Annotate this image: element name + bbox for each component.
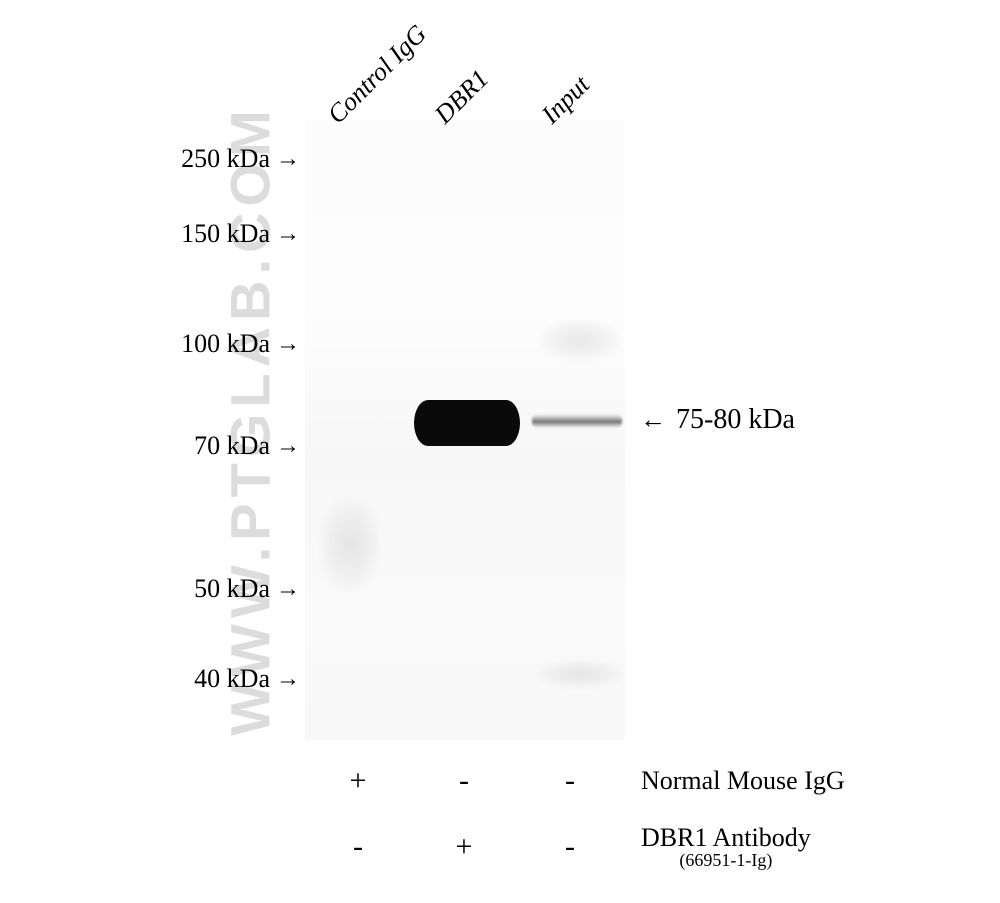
- condition-cell: -: [517, 764, 623, 798]
- mw-label-150: 150 kDa →: [0, 219, 300, 249]
- arrow-right-icon: →: [276, 332, 300, 356]
- mw-label-100: 100 kDa →: [0, 329, 300, 359]
- condition-row-normal-igg: + - - Normal Mouse IgG: [305, 764, 845, 798]
- band-size-text: 75-80 kDa: [676, 404, 795, 436]
- condition-label-sub: (66951-1-Ig): [641, 851, 811, 870]
- condition-cell: -: [517, 830, 623, 864]
- condition-label: Normal Mouse IgG: [641, 767, 845, 794]
- blot-smudge: [540, 320, 620, 360]
- arrow-right-icon: →: [276, 434, 300, 458]
- mw-text: 70 kDa: [194, 431, 270, 461]
- blot-smudge: [320, 500, 380, 590]
- lane-label-control-igg: Control IgG: [322, 19, 433, 130]
- mw-label-70: 70 kDa →: [0, 431, 300, 461]
- mw-label-50: 50 kDa →: [0, 574, 300, 604]
- condition-cell: -: [411, 764, 517, 798]
- mw-text: 250 kDa: [181, 144, 270, 174]
- arrow-right-icon: →: [276, 577, 300, 601]
- arrow-right-icon: →: [276, 147, 300, 171]
- arrow-right-icon: →: [276, 222, 300, 246]
- western-blot-figure: WWW.PTGLAB.COM Control IgG DBR1 Input 25…: [0, 0, 1000, 903]
- mw-text: 100 kDa: [181, 329, 270, 359]
- mw-text: 50 kDa: [194, 574, 270, 604]
- blot-smudge: [538, 660, 622, 688]
- mw-label-40: 40 kDa →: [0, 664, 300, 694]
- band-input-faint: [532, 414, 622, 428]
- condition-label-text: DBR1 Antibody: [641, 823, 811, 852]
- arrow-right-icon: →: [276, 667, 300, 691]
- condition-cell: +: [305, 764, 411, 798]
- watermark-text: WWW.PTGLAB.COM: [218, 104, 283, 735]
- condition-cell: -: [305, 830, 411, 864]
- condition-label-text: Normal Mouse IgG: [641, 766, 845, 795]
- condition-label: DBR1 Antibody (66951-1-Ig): [641, 824, 811, 870]
- band-size-callout: ← 75-80 kDa: [640, 404, 795, 436]
- condition-cell: +: [411, 830, 517, 864]
- arrow-left-icon: ←: [640, 405, 666, 435]
- mw-label-250: 250 kDa →: [0, 144, 300, 174]
- band-dbr1-strong: [414, 400, 520, 446]
- mw-text: 150 kDa: [181, 219, 270, 249]
- condition-row-dbr1-antibody: - + - DBR1 Antibody (66951-1-Ig): [305, 824, 811, 870]
- mw-text: 40 kDa: [194, 664, 270, 694]
